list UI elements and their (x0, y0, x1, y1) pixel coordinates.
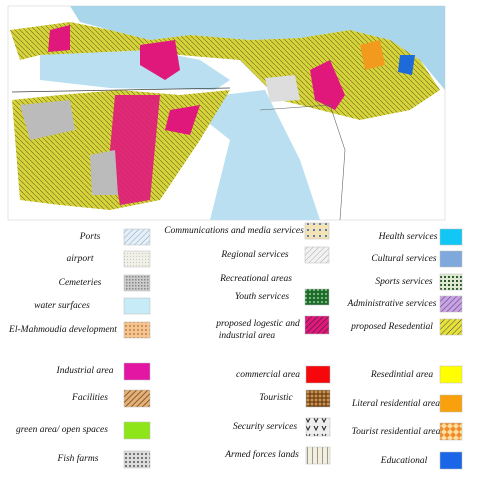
legend-swatch (439, 250, 463, 268)
legend-swatch (123, 389, 151, 408)
legend-label: green area/ open spaces (16, 425, 108, 435)
legend-swatch (123, 321, 151, 339)
legend-swatch (123, 362, 151, 381)
legend-swatch (304, 246, 330, 264)
legend-swatch (123, 274, 151, 292)
legend-swatch (305, 365, 331, 384)
legend-label: Regional services (220, 250, 289, 260)
legend-swatch (439, 451, 463, 470)
legend-swatch (305, 446, 331, 465)
legend-swatch (123, 250, 151, 268)
legend-label: Security services (233, 422, 297, 432)
legend-label: airport (67, 254, 94, 264)
legend-swatch (305, 389, 331, 408)
map (7, 5, 446, 221)
legend-label: Youth services (235, 292, 290, 302)
legend-swatch (439, 295, 463, 313)
legend-label: Sports services (375, 277, 433, 287)
legend-swatch (439, 422, 463, 441)
legend-label: Educational (380, 456, 428, 466)
legend-label: Literal residential area (351, 399, 440, 409)
legend-label: Armed forces lands (224, 449, 299, 460)
legend-label: Cultural services (371, 254, 436, 264)
legend-label: water surfaces (34, 300, 90, 311)
legend-label: Facilities (71, 393, 108, 403)
legend-label: Cemeteries (59, 278, 102, 288)
legend-swatch (123, 421, 151, 440)
legend-swatch (439, 318, 463, 336)
legend-label: Tourist residential area (352, 427, 441, 437)
legend-label: Industrial area (56, 366, 114, 376)
legend-label: proposed Resedential (350, 322, 433, 332)
legend-swatch (439, 394, 463, 413)
legend-swatch (123, 450, 151, 469)
legend-label: El-Mahmoudia development (8, 325, 117, 335)
legend-label: industrial area (219, 331, 276, 341)
legend-swatch (305, 417, 331, 437)
legend-label: proposed logestic and (215, 319, 300, 329)
legend-swatch (439, 273, 463, 291)
legend-label: Administrative services (347, 299, 437, 309)
legend-swatch (304, 288, 330, 306)
legend-label: Ports (79, 232, 101, 242)
legend-swatch (439, 228, 463, 246)
legend: Ports airport Cemeteries water surfaces … (8, 222, 463, 470)
legend-label: Recreational areas (219, 274, 292, 284)
legend-label: Fish farms (57, 453, 99, 464)
legend-label: Communications and media services (164, 226, 304, 236)
legend-label: Health services (378, 232, 438, 242)
legend-label: Touristic (259, 393, 293, 403)
legend-swatch (304, 222, 330, 240)
legend-label: commercial area (236, 370, 300, 380)
legend-swatch (123, 297, 151, 315)
legend-swatch (439, 365, 463, 384)
legend-swatch (304, 315, 330, 335)
legend-swatch (123, 228, 151, 246)
legend-label: Resedintial area (370, 370, 433, 380)
